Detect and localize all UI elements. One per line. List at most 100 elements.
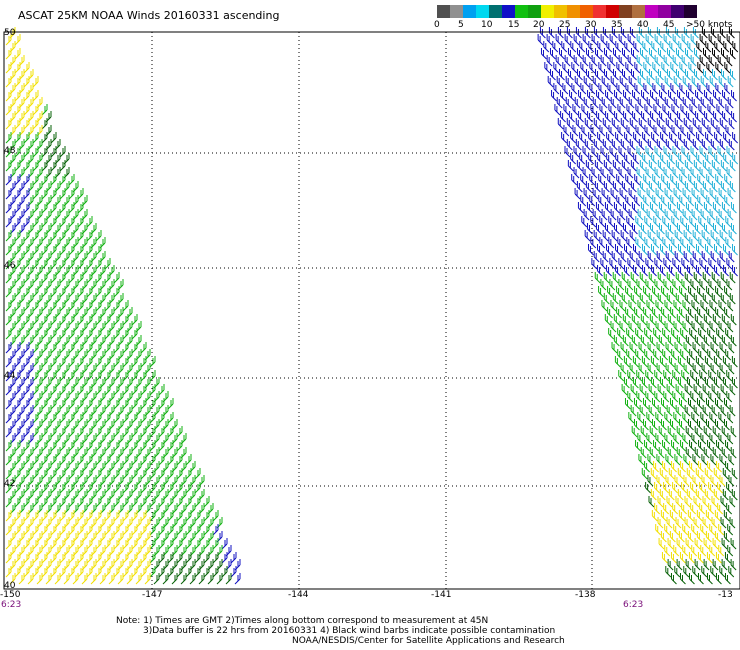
wind-barb — [86, 286, 93, 298]
wind-barb — [582, 55, 589, 67]
wind-barb — [621, 160, 628, 172]
wind-barb — [654, 279, 661, 291]
wind-barb — [616, 286, 622, 298]
wind-barb — [649, 335, 656, 347]
wind-barb — [715, 307, 721, 319]
wind-barb — [203, 538, 210, 550]
wind-barb — [50, 524, 57, 536]
wind-barb — [673, 209, 680, 221]
wind-barb — [719, 230, 726, 242]
wind-barb — [570, 153, 577, 165]
wind-barb — [720, 272, 727, 284]
wind-barb — [77, 426, 84, 438]
wind-barb — [5, 426, 12, 438]
wind-barb — [650, 356, 657, 368]
wind-barb — [615, 244, 621, 256]
wind-barb — [612, 272, 619, 284]
wind-barb — [14, 398, 21, 410]
wind-barb — [592, 188, 599, 200]
wind-barb — [14, 524, 21, 536]
wind-barb — [656, 118, 663, 130]
wind-barb — [194, 510, 201, 522]
wind-barb — [32, 216, 39, 228]
wind-barb — [711, 496, 718, 508]
wind-barb — [718, 97, 725, 109]
wind-barb — [724, 307, 730, 319]
wind-barb — [95, 356, 102, 368]
wind-barb — [59, 552, 66, 564]
wind-barb — [708, 146, 715, 158]
wind-barb — [690, 370, 697, 382]
wind-barb — [676, 223, 683, 235]
wind-barb — [691, 76, 698, 88]
wind-barb — [77, 300, 84, 312]
wind-barb — [77, 314, 84, 326]
wind-barb — [59, 454, 66, 466]
wind-barb — [715, 83, 722, 95]
wind-barb — [32, 174, 39, 186]
wind-barb — [608, 328, 615, 340]
wind-barb — [68, 356, 75, 368]
wind-barb — [644, 104, 651, 116]
wind-barb — [59, 426, 66, 438]
wind-barb — [661, 195, 668, 207]
wind-barb — [86, 230, 93, 242]
wind-barb — [707, 349, 714, 361]
wind-barb — [86, 566, 93, 578]
wind-barb — [619, 188, 626, 200]
wind-barb — [646, 300, 653, 312]
wind-barb — [673, 300, 680, 312]
wind-barb — [221, 538, 228, 550]
wind-barb — [68, 524, 75, 536]
wind-barb — [77, 384, 84, 396]
wind-barb — [674, 475, 681, 487]
wind-barb — [687, 265, 693, 277]
wind-barb — [627, 370, 634, 382]
wind-barb — [628, 321, 635, 333]
wind-barb — [14, 146, 21, 158]
wind-barb — [5, 230, 12, 242]
wind-barb — [680, 440, 686, 452]
wind-barb — [212, 510, 219, 522]
wind-barb — [59, 356, 66, 368]
wind-barb — [23, 118, 30, 130]
wind-barb — [728, 363, 735, 375]
wind-barb — [77, 482, 84, 494]
wind-barb — [672, 34, 679, 46]
wind-barb — [594, 160, 601, 172]
wind-barb — [713, 468, 720, 480]
wind-barb — [707, 328, 714, 340]
wind-barb — [696, 244, 702, 256]
wind-barb — [641, 111, 647, 123]
wind-barb — [185, 510, 192, 522]
wind-barb — [695, 489, 702, 501]
wind-barb — [23, 314, 30, 326]
wind-barb — [672, 279, 679, 291]
wind-barb — [86, 524, 93, 536]
legend-color-swatch — [580, 5, 593, 18]
wind-barb — [661, 419, 667, 431]
wind-barb — [158, 524, 165, 536]
wind-barb — [689, 237, 696, 249]
legend-color-swatch — [554, 5, 567, 18]
wind-barb — [651, 132, 657, 144]
wind-barb — [23, 384, 30, 396]
wind-barb — [604, 69, 610, 81]
wind-barb — [619, 97, 626, 109]
wind-barb — [640, 202, 647, 214]
wind-barb — [557, 118, 564, 130]
wind-barb — [709, 97, 716, 109]
wind-barb — [726, 258, 733, 270]
wind-barb — [50, 244, 57, 256]
wind-barb — [611, 139, 618, 151]
wind-barb — [23, 510, 30, 522]
wind-barb — [646, 433, 653, 445]
wind-barb — [648, 48, 655, 60]
wind-barb — [729, 517, 736, 529]
map-frame — [3, 31, 740, 590]
wind-barb — [667, 202, 674, 214]
wind-barb — [668, 377, 675, 389]
wind-barb — [609, 167, 616, 179]
wind-barb — [657, 384, 664, 396]
wind-barb — [645, 279, 652, 291]
